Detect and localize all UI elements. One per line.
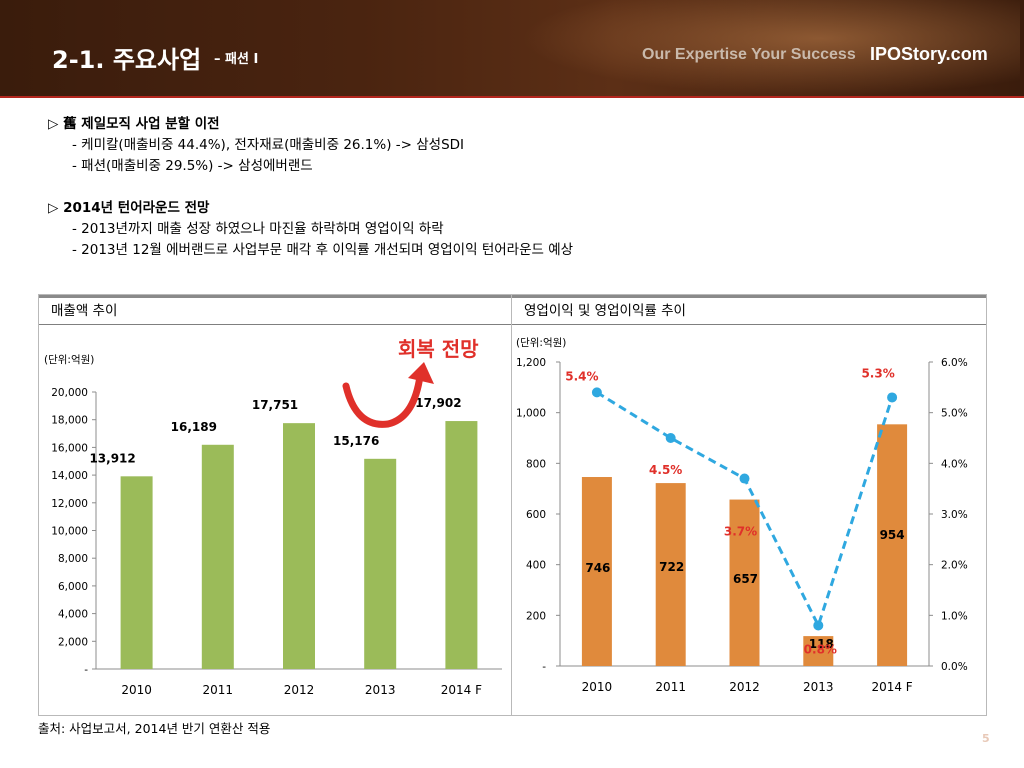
y-tick-label: 14,000 [51,470,88,482]
revenue-bar [364,458,397,669]
summary-bullets: ▷ 舊 제일모직 사업 분할 이전 - 케미칼(매출비중 44.4%), 전자재… [48,114,573,261]
profit-bar [655,483,686,666]
y2-tick-label: 5.0% [941,408,968,420]
x-tick-label: 2014 F [871,680,912,694]
x-tick-label: 2011 [655,680,686,694]
revenue-data-label: 16,189 [171,420,217,434]
y-tick-label: 20,000 [51,387,88,399]
bullet-item: - 2013년까지 매출 성장 하였으나 마진율 하락하며 영업이익 하락 [72,221,444,237]
y-tick-label: 400 [526,560,546,572]
profit-data-label: 746 [585,561,610,575]
x-tick-label: 2013 [803,680,834,694]
bullet-item: - 패션(매출비중 29.5%) -> 삼성에버랜드 [72,158,313,174]
y-tick-label: 600 [526,509,546,521]
bullet-item: - 2013년 12월 에버랜드로 사업부문 매각 후 이익률 개선되며 영업이… [72,242,574,258]
margin-data-label: 5.3% [861,366,894,380]
revenue-bar [120,476,153,669]
page-number: 5 [982,732,990,745]
y-tick-label: 6,000 [58,581,88,593]
bullet-item: - 케미칼(매출비중 44.4%), 전자재료(매출비중 26.1%) -> 삼… [72,137,465,153]
margin-data-label: 0.8% [804,642,837,656]
revenue-data-label: 13,912 [89,451,135,465]
margin-data-label: 3.7% [724,525,757,539]
y-tick-label: 1,200 [516,357,546,369]
page-title: 2-1. 주요사업 [52,46,202,74]
revenue-data-label: 15,176 [333,434,379,448]
header-banner: 2-1. 주요사업 – 패션 I Our Expertise Your Succ… [0,0,1024,96]
margin-point [813,620,824,631]
x-tick-label: 2011 [203,683,234,697]
y-tick-label: 2,000 [58,636,88,648]
bullet-heading-split: ▷ 舊 제일모직 사업 분할 이전 [48,116,220,132]
tagline: Our Expertise Your Success [642,46,856,63]
site-logo[interactable]: IPOStory.com [870,44,988,64]
profit-data-label: 657 [733,572,758,586]
header-divider [0,96,1024,98]
x-tick-label: 2010 [582,680,613,694]
x-tick-label: 2012 [284,683,315,697]
profit-bar [581,477,612,666]
y2-tick-label: 1.0% [941,610,968,622]
profit-chart-title: 영업이익 및 영업이익률 추이 [512,295,986,325]
recovery-annotation: 회복 전망 [398,337,479,361]
revenue-unit-label: (단위:억원) [44,354,95,366]
y-tick-label: - [84,664,88,676]
y2-tick-label: 4.0% [941,458,968,470]
y2-tick-label: 2.0% [941,560,968,572]
recovery-arrow [342,372,424,428]
margin-point [887,392,898,403]
source-footnote: 출처: 사업보고서, 2014년 반기 연환산 적용 [38,721,271,736]
recovery-arrow-head [408,362,434,384]
revenue-data-label: 17,751 [252,398,298,412]
y2-tick-label: 0.0% [941,661,968,673]
x-tick-label: 2013 [365,683,396,697]
bullet-heading-turnaround: ▷ 2014년 턴어라운드 전망 [48,200,210,216]
y-tick-label: - [542,661,546,673]
profit-data-label: 118 [809,637,834,651]
y-tick-label: 16,000 [51,442,88,454]
margin-data-label: 4.5% [649,463,682,477]
profit-bar [803,636,834,666]
profit-data-label: 954 [880,528,905,542]
revenue-bar [201,444,234,669]
margin-data-label: 5.4% [565,369,598,383]
y-tick-label: 12,000 [51,498,88,510]
y-tick-label: 18,000 [51,415,88,427]
y-tick-label: 1,000 [516,408,546,420]
x-tick-label: 2014 F [441,683,482,697]
profit-bar [877,424,908,666]
y-tick-label: 10,000 [51,526,88,538]
revenue-data-label: 17,902 [415,396,461,410]
x-tick-label: 2010 [121,683,152,697]
y-tick-label: 8,000 [58,553,88,565]
margin-point [739,473,750,484]
y-tick-label: 4,000 [58,609,88,621]
header-background-glow [520,0,1020,96]
margin-point [665,433,676,443]
revenue-chart-panel: 매출액 추이 [38,294,512,716]
y-tick-label: 800 [526,458,546,470]
y2-tick-label: 6.0% [941,357,968,369]
revenue-bar [283,423,315,669]
revenue-chart-title: 매출액 추이 [39,295,511,325]
profit-bar [729,499,760,666]
y-tick-label: 200 [526,610,546,622]
x-tick-label: 2012 [729,680,760,694]
page-subtitle: – 패션 I [214,52,259,67]
margin-point [591,387,602,398]
y2-tick-label: 3.0% [941,509,968,521]
profit-data-label: 722 [659,560,684,574]
revenue-bar [445,421,478,669]
profit-unit-label: (단위:억원) [516,337,567,349]
